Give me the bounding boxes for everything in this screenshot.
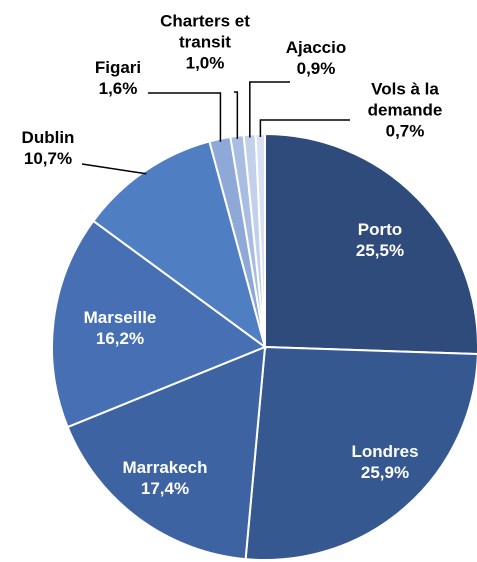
leader-line [148,92,222,142]
pie-slice [244,345,477,561]
value-label: 0,7% [385,121,425,141]
pie-slice [51,219,268,429]
category-name: Figari [94,58,142,77]
slice-label: Marseille 16,2% [84,307,157,349]
leader-line [81,163,147,175]
value-label: 0,9% [296,59,336,78]
pie-slice [91,140,267,350]
leader-line [234,91,239,139]
category-name: Londres [351,442,419,461]
value-label: 17,4% [140,479,190,498]
category-name: Charters et transit [160,11,250,52]
slice-label: Charters et transit 1,0% [145,11,265,74]
value-label: 16,2% [95,329,145,348]
slice-label: Dublin 10,7% [22,127,75,169]
pie-slice [66,345,267,561]
leader-line [249,81,290,138]
category-name: Porto [357,220,403,239]
category-name: Dublin [21,128,75,147]
category-name: Vols à la demande [367,79,443,120]
slice-label: Londres 25,9% [351,441,418,483]
slice-label: Ajaccio 0,9% [286,37,346,79]
leader-line [259,119,350,138]
value-label: 25,5% [355,241,405,260]
slice-label: Marrakech 17,4% [122,457,207,499]
slice-label: Vols à la demande 0,7% [350,79,460,142]
pie-slice [264,132,477,356]
category-name: Marrakech [122,458,208,477]
value-label: 1,0% [185,53,225,73]
value-label: 10,7% [23,149,73,168]
value-label: 25,9% [360,463,410,482]
slice-label: Figari 1,6% [95,57,141,99]
slice-label: Porto 25,5% [356,219,404,261]
category-name: Ajaccio [285,38,347,57]
category-name: Marseille [83,308,157,327]
value-label: 1,6% [98,79,138,98]
